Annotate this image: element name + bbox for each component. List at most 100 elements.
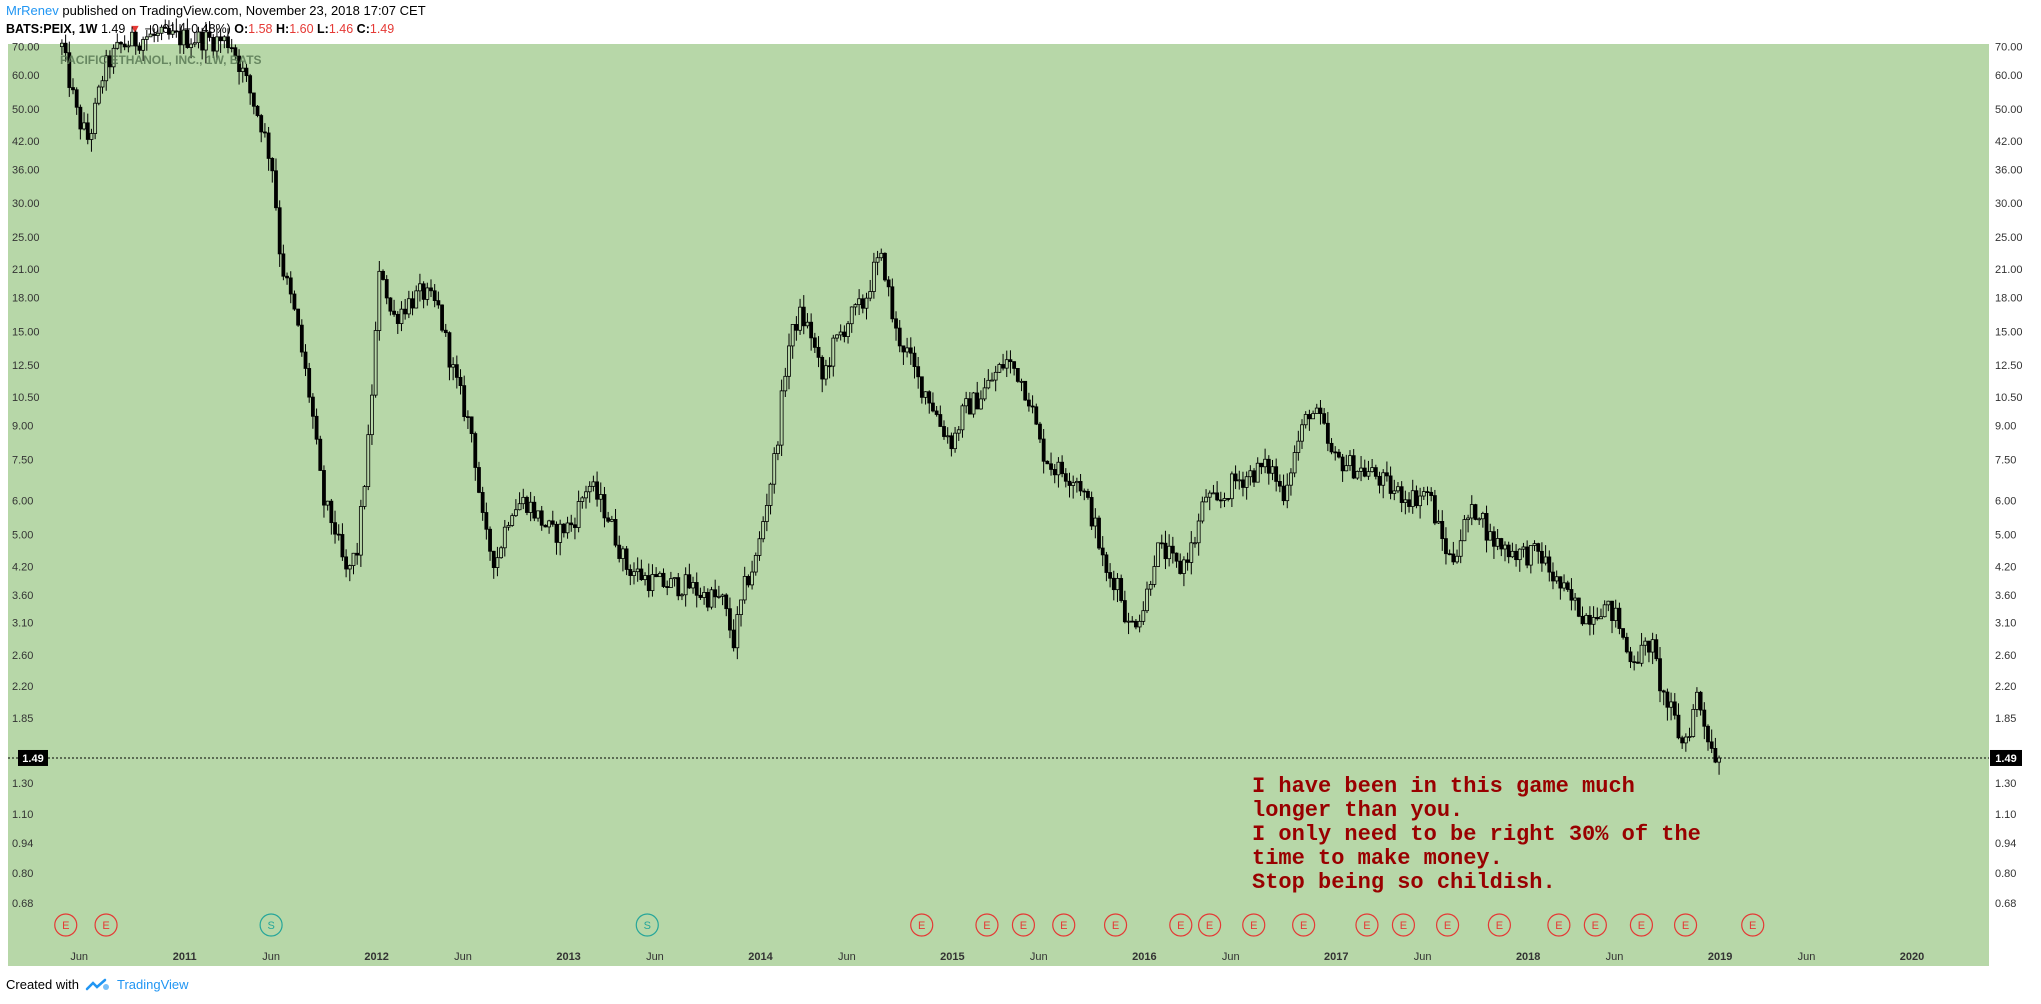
candle-body [130,31,134,47]
candle-body [787,345,791,377]
plot-area[interactable] [8,44,1989,966]
candle-body [1425,491,1430,494]
candle-body [384,279,389,299]
candle-body [495,557,500,568]
candle-body [1130,620,1135,623]
candle-body [558,523,563,543]
candle-body [126,45,131,48]
candle-body [521,496,526,505]
candle-body [1241,479,1245,488]
candle-body [1451,553,1456,563]
candle-body [1281,485,1286,502]
candle-body [931,402,935,412]
candle-body [709,589,714,608]
candle-body [716,595,721,598]
price-chart[interactable]: 70.00 70.00 60.00 60.00 50.00 50.00 42.00 42.00… [0,0,2041,970]
candle-body [152,33,157,36]
tradingview-link[interactable]: TradingView [116,977,189,992]
candle-body [1322,413,1327,424]
candle-body [292,293,297,310]
last-price-badge-left-text: 1.49 [22,753,43,765]
y-tick-label-right: 1.10 [1995,809,2016,821]
candle-body [1255,462,1260,483]
candle-body [761,521,766,540]
candle-body [764,505,769,522]
candle-body [336,533,341,536]
candle-body [488,528,492,552]
x-tick-label: Jun [646,951,664,963]
y-tick-label-left: 50.00 [12,104,40,116]
candle-body [104,55,109,82]
candle-body [1532,543,1537,546]
candle-body [650,574,655,592]
marker-label: E [102,920,109,932]
candle-body [894,318,898,329]
candle-body [1658,658,1662,692]
candle-body [447,332,452,368]
candle-body [1026,399,1031,407]
x-tick-label: 2015 [940,951,964,963]
candle-body [1521,546,1526,550]
candle-body [1041,438,1046,462]
candle-body [148,33,153,38]
candle-body [1536,543,1541,552]
candle-body [466,416,470,418]
candle-body [82,122,86,130]
candle-body [1543,556,1548,564]
author-link[interactable]: MrRenev [6,3,59,18]
candle-body [1469,504,1474,519]
open-label: O: [234,22,249,36]
candle-body [1687,736,1692,738]
footer: Created with TradingView [6,977,189,992]
candle-body [1218,499,1223,502]
candle-body [207,31,212,38]
candlestick-series [60,18,1721,775]
candle-body [661,572,666,587]
candle-body [392,310,396,315]
candle-body [768,483,773,506]
candle-body [613,519,618,546]
candle-body [1580,615,1585,625]
candle-body [1591,617,1596,625]
candle-body [1060,461,1065,475]
candle-body [451,364,456,368]
candle-body [949,435,954,450]
candle-body [897,327,902,347]
y-tick-label-right: 1.85 [1995,713,2016,725]
marker-label: S [644,920,651,932]
candle-body [203,31,208,51]
candle-body [609,519,614,522]
candle-body [340,534,345,558]
candle-body [296,308,301,326]
earnings-marker [1169,913,1193,937]
candle-body [381,270,385,280]
candle-body [1525,546,1530,566]
candle-body [115,41,120,49]
candle-body [502,526,507,549]
candle-body [192,42,197,45]
candle-body [979,398,983,410]
candle-body [739,599,743,616]
candle-body [1049,463,1053,470]
candle-body [960,405,965,431]
y-tick-label-right: 1.30 [1995,778,2016,790]
candle-body [1270,466,1275,474]
x-tick-label: 2012 [364,951,388,963]
candle-body [1676,714,1681,739]
candle-body [720,594,725,597]
candle-body [772,453,777,485]
earnings-marker [1242,913,1266,937]
candle-body [480,492,485,513]
candle-body [78,106,83,130]
candle-body [569,522,574,526]
chart-title: PACIFIC ETHANOL, INC., 1W, BATS [60,53,262,67]
last-price-badge-left [18,749,48,766]
candle-body [1170,545,1175,554]
candle-body [403,308,408,315]
candle-body [1111,577,1116,591]
earnings-marker [1673,913,1698,937]
candle-body [547,520,551,528]
candle-body [1200,501,1205,522]
candle-body [1001,364,1005,369]
candle-body [934,410,939,415]
